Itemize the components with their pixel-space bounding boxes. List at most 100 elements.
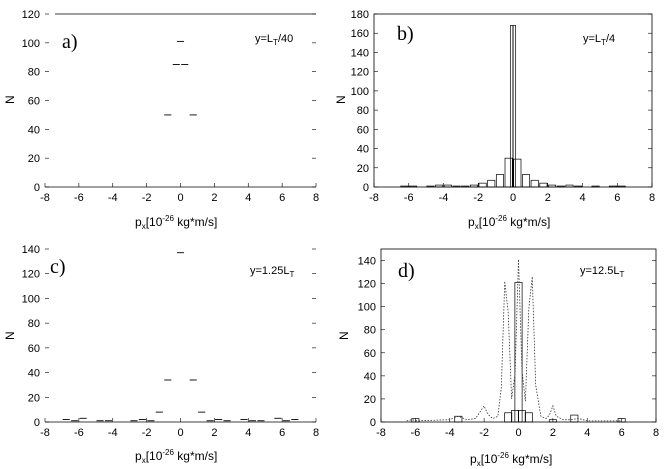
panel-d-xtick-label: 4 bbox=[584, 427, 590, 439]
panel-d-ytick-label: 60 bbox=[364, 348, 376, 360]
panel-b-ytick-label: 80 bbox=[357, 105, 369, 117]
panel-a-ytick-label: 80 bbox=[28, 67, 40, 79]
panel-b-xtick-label: 0 bbox=[510, 192, 516, 204]
panel-b-xtick-label: -2 bbox=[473, 192, 483, 204]
panel-c-ytick-label: 120 bbox=[22, 269, 40, 281]
panel-b-bar bbox=[478, 182, 487, 188]
panel-a-plot: 0 20 40 60 80 100 120 -8 -6 -4 -2 0 2 4 6 8 bbox=[22, 9, 319, 204]
panel-d-ytick-label: 20 bbox=[364, 394, 376, 406]
panel-c: c) y=1.25LT N px[10-26 kg*m/s] bbox=[3, 256, 294, 465]
panel-b-xtick-label: -4 bbox=[439, 192, 449, 204]
panel-b-bar bbox=[409, 185, 418, 188]
panel-a-ytick-label: 100 bbox=[22, 38, 40, 50]
panel-b-xtick-label: 2 bbox=[545, 192, 551, 204]
panel-a-xtick-label: -6 bbox=[74, 192, 84, 204]
panel-d-annotation: y=12.5LT bbox=[580, 265, 624, 279]
panel-c-xtick-label: -2 bbox=[142, 427, 152, 439]
panel-d-xtick-label: 0 bbox=[515, 427, 521, 439]
panel-d-xtick-label: 6 bbox=[619, 427, 625, 439]
panel-d-bar bbox=[548, 419, 557, 423]
panel-b-letter: b) bbox=[397, 23, 414, 45]
panel-d-plot: 0 20 40 60 80 100 120 140 -8 -6 -4 -2 0 2 4 6 8 bbox=[358, 248, 659, 439]
panel-b-xtick-label: -8 bbox=[369, 192, 379, 204]
panel-d-xtick-label: 2 bbox=[550, 427, 556, 439]
panel-b-bar bbox=[452, 185, 461, 188]
panel-c-ytick-label: 0 bbox=[34, 417, 40, 429]
panel-a-xlabel: px[10-26 kg*m/s] bbox=[135, 214, 217, 231]
panel-b-bar bbox=[435, 184, 444, 188]
panel-b-bar bbox=[522, 174, 531, 188]
panel-b-ylabel: N bbox=[334, 95, 348, 104]
panel-b-bar bbox=[426, 185, 435, 188]
panel-d-dotted-series bbox=[406, 259, 622, 422]
panel-a-xtick-label: 4 bbox=[245, 192, 251, 204]
panel-a-xtick-label: 8 bbox=[313, 192, 319, 204]
panel-d-xlabel: px[10-26 kg*m/s] bbox=[470, 451, 552, 468]
panel-a-ytick-label: 40 bbox=[28, 124, 40, 136]
panel-b-bar bbox=[574, 185, 583, 188]
panel-b-xtick-label: 8 bbox=[649, 192, 655, 204]
panel-b-annotation: y=LT/4 bbox=[583, 33, 615, 47]
panel-d-bar bbox=[617, 418, 626, 423]
panel-c-ytick-label: 60 bbox=[28, 343, 40, 355]
panel-b-ytick-label: 100 bbox=[351, 86, 369, 98]
panel-d-bar bbox=[570, 414, 579, 423]
panel-d-xtick-label: -8 bbox=[376, 427, 386, 439]
panel-b-xlabel: px[10-26 kg*m/s] bbox=[468, 214, 550, 231]
panel-b-xtick-label: 6 bbox=[614, 192, 620, 204]
panel-b-ytick-label: 180 bbox=[351, 9, 369, 21]
panel-b-bar bbox=[530, 179, 539, 188]
panel-b-bar bbox=[461, 185, 470, 188]
panel-a-letter: a) bbox=[62, 31, 78, 53]
panel-b-bar bbox=[556, 185, 565, 188]
panel-b-bar bbox=[608, 185, 617, 188]
panel-a: a) y=LT/40 N px[10-26 kg*m/s] bbox=[3, 31, 293, 231]
panel-c-ylabel: N bbox=[3, 331, 17, 340]
panel-d: d) y=12.5LT N px[10-26 kg*m/s] bbox=[337, 260, 624, 468]
panel-b-bar bbox=[539, 182, 548, 188]
panel-c-letter: c) bbox=[50, 256, 66, 278]
panel-d-xtick-label: 8 bbox=[653, 427, 659, 439]
panel-c-xtick-label: 6 bbox=[279, 427, 285, 439]
panel-c-xtick-label: -4 bbox=[108, 427, 118, 439]
panel-a-xtick-label: -8 bbox=[40, 192, 50, 204]
panel-b-bar bbox=[548, 184, 557, 188]
panel-b-bar bbox=[591, 185, 600, 188]
panel-d-bar bbox=[524, 412, 533, 423]
panel-d-ytick-label: 120 bbox=[358, 279, 376, 291]
panel-a-annotation: y=LT/40 bbox=[255, 33, 293, 47]
panel-b-plot: 0 20 40 60 80 100 120 140 160 180 -8 -6 -4 -2 0 2 4 6 8 bbox=[351, 9, 655, 204]
panel-b-bar bbox=[487, 179, 496, 188]
panel-a-xtick-label: 2 bbox=[211, 192, 217, 204]
panel-d-bar bbox=[454, 415, 463, 423]
panel-c-ytick-label: 140 bbox=[22, 244, 40, 256]
panel-b-ytick-label: 140 bbox=[351, 47, 369, 59]
panel-d-letter: d) bbox=[398, 260, 415, 282]
panel-c-annotation: y=1.25LT bbox=[250, 265, 294, 279]
panel-c-xtick-label: 4 bbox=[245, 427, 251, 439]
panel-b-ytick-label: 160 bbox=[351, 28, 369, 40]
panel-a-ytick-label: 120 bbox=[22, 9, 40, 21]
panel-b-xtick-label: -6 bbox=[404, 192, 414, 204]
panel-b-bar bbox=[400, 185, 409, 188]
panel-a-xtick-label: -4 bbox=[108, 192, 118, 204]
panel-d-xtick-label: -4 bbox=[445, 427, 455, 439]
panel-b-bar bbox=[617, 185, 626, 188]
panel-d-ytick-label: 140 bbox=[358, 256, 376, 268]
panel-b-ytick-label: 40 bbox=[357, 144, 369, 156]
panel-a-ylabel: N bbox=[3, 95, 17, 104]
panel-a-xtick-label: 6 bbox=[279, 192, 285, 204]
panel-d-ylabel: N bbox=[337, 331, 351, 340]
panel-b-bar bbox=[495, 174, 504, 188]
panel-c-ytick-label: 100 bbox=[22, 293, 40, 305]
panel-c-ytick-label: 40 bbox=[28, 368, 40, 380]
panel-c-ytick-label: 20 bbox=[28, 392, 40, 404]
panel-b-xtick-label: 4 bbox=[579, 192, 585, 204]
panel-d-xtick-label: -2 bbox=[479, 427, 489, 439]
panel-b-ytick-label: 20 bbox=[357, 163, 369, 175]
panel-b-bar bbox=[469, 184, 478, 188]
panel-d-ytick-label: 40 bbox=[364, 371, 376, 383]
panel-b-bar bbox=[565, 184, 574, 188]
panel-b-bar bbox=[513, 158, 522, 188]
